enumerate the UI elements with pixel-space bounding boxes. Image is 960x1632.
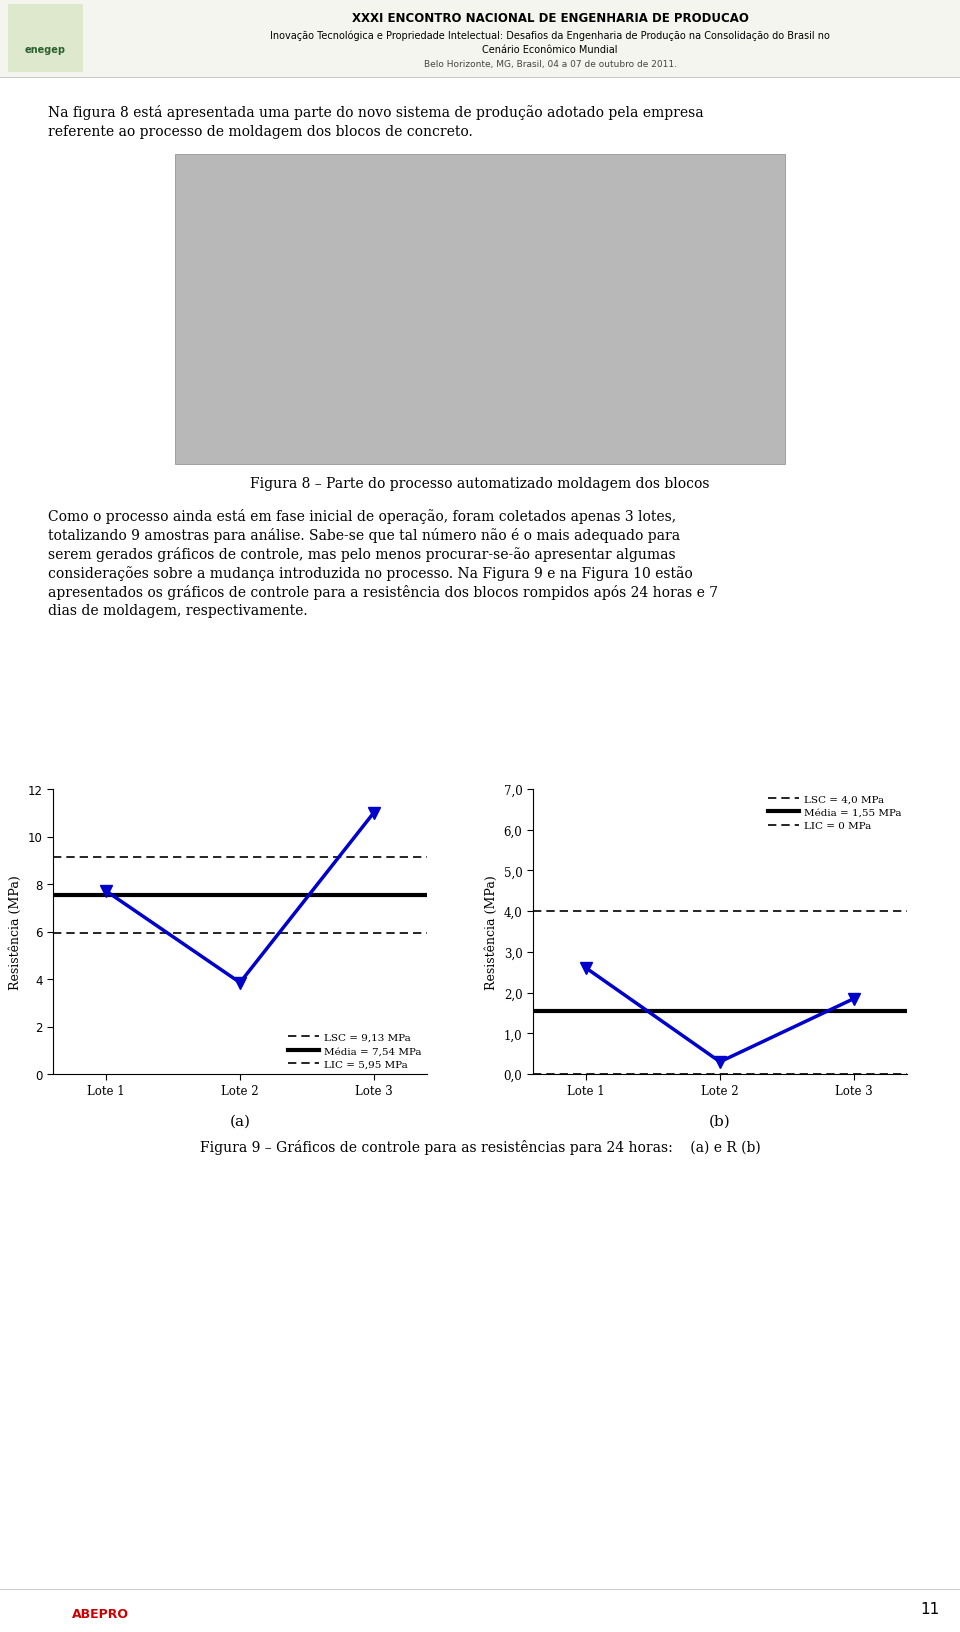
Text: apresentados os gráficos de controle para a resistência dos blocos rompidos após: apresentados os gráficos de controle par… xyxy=(48,584,718,599)
Text: Inovação Tecnológica e Propriedade Intelectual: Desafios da Engenharia de Produç: Inovação Tecnológica e Propriedade Intel… xyxy=(270,31,830,41)
Text: totalizando 9 amostras para análise. Sabe-se que tal número não é o mais adequad: totalizando 9 amostras para análise. Sab… xyxy=(48,527,680,543)
Text: Figura 8 – Parte do processo automatizado moldagem dos blocos: Figura 8 – Parte do processo automatizad… xyxy=(251,477,709,491)
Text: Figura 9 – Gráficos de controle para as resistências para 24 horas:    (a) e R (: Figura 9 – Gráficos de controle para as … xyxy=(200,1139,760,1154)
Text: XXXI ENCONTRO NACIONAL DE ENGENHARIA DE PRODUCAO: XXXI ENCONTRO NACIONAL DE ENGENHARIA DE … xyxy=(351,11,749,24)
Text: (a): (a) xyxy=(229,1115,251,1128)
Y-axis label: Resistência (MPa): Resistência (MPa) xyxy=(485,875,498,989)
Legend: LSC = 4,0 MPa, Média = 1,55 MPa, LIC = 0 MPa: LSC = 4,0 MPa, Média = 1,55 MPa, LIC = 0… xyxy=(768,795,902,831)
Bar xyxy=(0,0,960,78)
Text: Belo Horizonte, MG, Brasil, 04 a 07 de outubro de 2011.: Belo Horizonte, MG, Brasil, 04 a 07 de o… xyxy=(423,60,677,70)
Text: referente ao processo de moldagem dos blocos de concreto.: referente ao processo de moldagem dos bl… xyxy=(48,126,472,139)
Text: dias de moldagem, respectivamente.: dias de moldagem, respectivamente. xyxy=(48,604,307,617)
Text: serem gerados gráficos de controle, mas pelo menos procurar-se-ão apresentar alg: serem gerados gráficos de controle, mas … xyxy=(48,547,676,561)
Y-axis label: Resistência (MPa): Resistência (MPa) xyxy=(9,875,22,989)
Text: ABEPRO: ABEPRO xyxy=(71,1608,129,1621)
Bar xyxy=(8,5,83,73)
Bar xyxy=(175,155,785,465)
Legend: LSC = 9,13 MPa, Média = 7,54 MPa, LIC = 5,95 MPa: LSC = 9,13 MPa, Média = 7,54 MPa, LIC = … xyxy=(288,1033,422,1069)
Text: Como o processo ainda está em fase inicial de operação, foram coletados apenas 3: Como o processo ainda está em fase inici… xyxy=(48,509,676,524)
Text: (b): (b) xyxy=(709,1115,731,1128)
Text: enegep: enegep xyxy=(25,46,65,55)
Text: Cenário Econômico Mundial: Cenário Econômico Mundial xyxy=(482,46,617,55)
Text: 11: 11 xyxy=(921,1601,940,1617)
Text: considerações sobre a mudança introduzida no processo. Na Figura 9 e na Figura 1: considerações sobre a mudança introduzid… xyxy=(48,566,693,581)
Text: Na figura 8 está apresentada uma parte do novo sistema de produção adotado pela : Na figura 8 está apresentada uma parte d… xyxy=(48,104,704,119)
